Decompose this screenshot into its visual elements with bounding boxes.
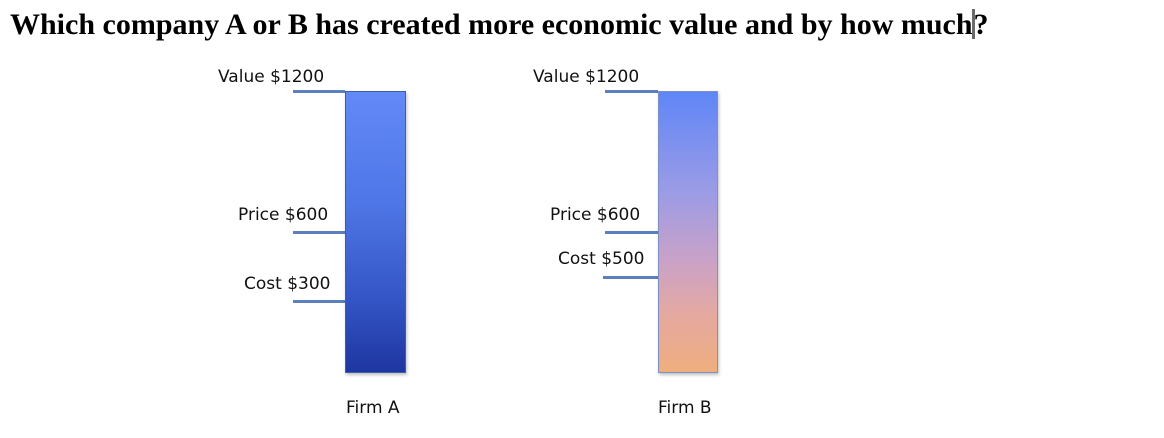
text-cursor	[971, 9, 975, 39]
firm-a-cost-tick	[293, 300, 345, 303]
firm-b-label: Firm B	[658, 398, 712, 418]
question-title: Which company A or B has created more ec…	[10, 8, 989, 42]
question-mark: ?	[973, 8, 989, 41]
firm-a-price-tick	[293, 231, 345, 234]
firm-a-bar	[345, 91, 406, 373]
firm-b-bar	[658, 91, 718, 373]
firm-a-value-label: Value $1200	[218, 67, 325, 87]
question-text: Which company A or B has created more ec…	[10, 8, 973, 41]
firm-a-cost-label: Cost $300	[244, 274, 331, 294]
firm-b-price-label: Price $600	[550, 205, 641, 225]
firm-b-value-label: Value $1200	[533, 67, 640, 87]
firm-b-cost-tick	[603, 276, 658, 279]
firm-a-price-label: Price $600	[238, 205, 329, 225]
firm-b-cost-label: Cost $500	[558, 249, 645, 269]
firm-b-value-tick	[605, 90, 658, 93]
firm-a-value-tick	[293, 90, 345, 93]
firm-a-label: Firm A	[346, 398, 400, 418]
firm-b-price-tick	[605, 231, 658, 234]
